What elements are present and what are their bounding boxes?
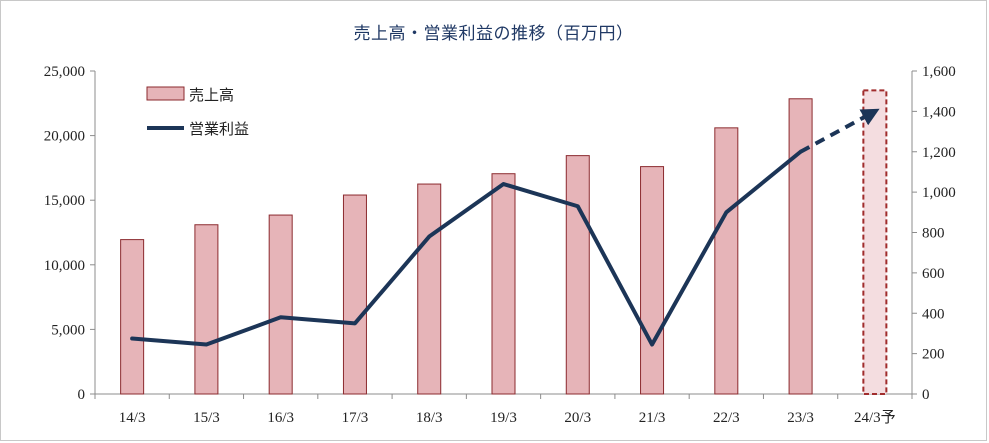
bar xyxy=(640,166,665,395)
x-tick-label: 21/3 xyxy=(639,410,666,426)
y-right-tick-label: 1,000 xyxy=(922,185,956,201)
y-right-tick-label: 0 xyxy=(922,387,930,403)
operating-profit-forecast-line xyxy=(799,108,880,154)
y-right-tick-label: 800 xyxy=(922,226,945,242)
operating-profit-line xyxy=(130,149,803,347)
y-left-tick-label: 10,000 xyxy=(44,258,85,274)
bar xyxy=(714,127,739,395)
y-right-tick-label: 600 xyxy=(922,266,945,282)
y-left-tick-label: 20,000 xyxy=(44,129,85,145)
bar xyxy=(268,214,293,395)
bar xyxy=(120,239,145,395)
legend-bar-label: 売上高 xyxy=(189,86,234,104)
bar xyxy=(342,194,367,395)
y-left-tick-label: 25,000 xyxy=(44,64,85,80)
x-tick-label: 16/3 xyxy=(267,410,294,426)
x-tick-label: 22/3 xyxy=(713,410,740,426)
bar xyxy=(417,183,442,395)
x-tick-label: 14/3 xyxy=(119,410,146,426)
y-left-tick-label: 15,000 xyxy=(44,193,85,209)
y-left-tick-label: 0 xyxy=(78,387,86,403)
bar xyxy=(788,98,813,395)
x-tick-label: 20/3 xyxy=(564,410,591,426)
x-tick-label: 23/3 xyxy=(787,410,814,426)
x-tick-label: 19/3 xyxy=(490,410,517,426)
y-right-tick-label: 1,600 xyxy=(922,64,956,80)
x-tick-label: 18/3 xyxy=(416,410,443,426)
bar xyxy=(491,173,516,395)
y-right-tick-label: 1,200 xyxy=(922,145,956,161)
chart-title: 売上高・営業利益の推移（百万円） xyxy=(353,24,634,44)
x-tick-label: 15/3 xyxy=(193,410,220,426)
bar xyxy=(565,155,590,395)
y-right-tick-label: 200 xyxy=(922,347,945,363)
x-tick-label: 17/3 xyxy=(342,410,369,426)
y-left-tick-label: 5,000 xyxy=(51,322,85,338)
y-right-tick-label: 400 xyxy=(922,306,945,322)
x-tick-label: 24/3予 xyxy=(854,409,896,426)
bar xyxy=(194,224,219,395)
bar-forecast xyxy=(862,89,888,395)
legend-bar-swatch xyxy=(146,86,185,101)
y-right-tick-label: 1,400 xyxy=(922,104,956,120)
legend-line-label: 営業利益 xyxy=(189,120,249,138)
